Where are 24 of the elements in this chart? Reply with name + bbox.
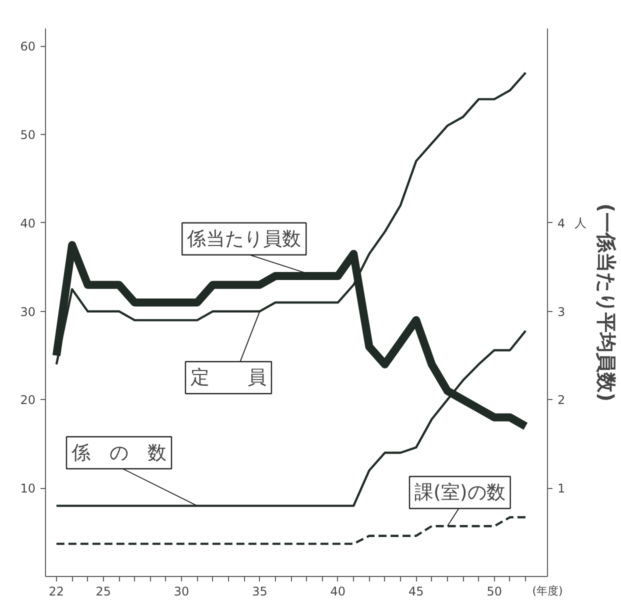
series-label: 係当たり員数 bbox=[186, 228, 302, 250]
y-tick-label: 60 bbox=[20, 40, 36, 54]
y2-tick-label: 1 bbox=[558, 482, 566, 496]
y2-tick-label: 2 bbox=[558, 393, 566, 408]
x-tick-label: 45 bbox=[408, 584, 424, 598]
x-tick-label: 25 bbox=[96, 584, 112, 598]
text: 係 の 数 bbox=[70, 442, 166, 464]
y2-axis-title: (一係当たり平均員数) bbox=[594, 203, 618, 402]
x-axis-title: (年度) bbox=[532, 584, 563, 598]
x-tick-label: 22 bbox=[48, 584, 64, 598]
y-tick-label: 30 bbox=[20, 304, 36, 319]
y-tick-label: 20 bbox=[20, 393, 36, 408]
text: 定 員 bbox=[190, 366, 266, 389]
y2-tick-label: 3 bbox=[558, 304, 566, 319]
y-tick-label: 10 bbox=[20, 482, 36, 496]
y-tick-label: 50 bbox=[20, 128, 36, 142]
series-label: 課(室)の数 bbox=[414, 482, 506, 504]
x-tick-label: 40 bbox=[330, 584, 346, 598]
x-tick-label: 35 bbox=[252, 584, 268, 598]
x-tick-label: 30 bbox=[174, 584, 190, 598]
text: 人 bbox=[574, 216, 586, 230]
x-tick-label: 50 bbox=[486, 584, 502, 598]
y2-tick-label: 4 bbox=[558, 216, 566, 230]
y-tick-label: 40 bbox=[20, 216, 36, 230]
